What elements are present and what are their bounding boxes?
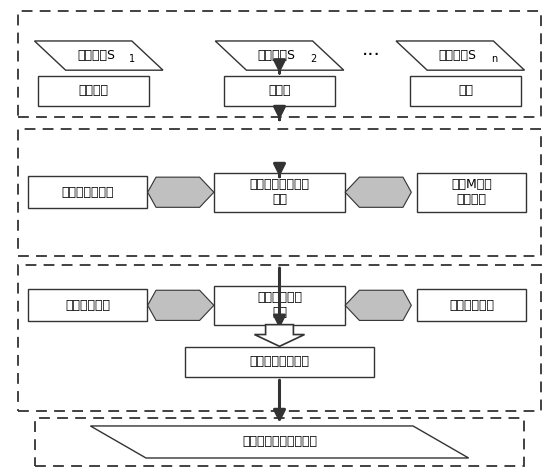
FancyBboxPatch shape <box>417 289 525 321</box>
Text: 尺度差异不确定性
描述: 尺度差异不确定性 描述 <box>249 178 310 206</box>
Polygon shape <box>91 426 468 458</box>
FancyBboxPatch shape <box>28 176 148 208</box>
FancyBboxPatch shape <box>185 346 374 377</box>
Bar <box>18 128 541 256</box>
Text: 高时空分辨率定量产品: 高时空分辨率定量产品 <box>242 436 317 448</box>
Text: 时空融合模型
构建: 时空融合模型 构建 <box>257 292 302 319</box>
FancyBboxPatch shape <box>224 76 335 106</box>
Bar <box>18 265 541 411</box>
Text: 传感器辐射关联: 传感器辐射关联 <box>61 186 114 199</box>
Polygon shape <box>396 41 524 70</box>
Polygon shape <box>148 177 214 207</box>
Text: 定量产品S: 定量产品S <box>77 49 115 62</box>
Text: ···: ··· <box>362 46 381 65</box>
Text: 1: 1 <box>129 55 135 64</box>
Text: 变分框架迭代求解: 变分框架迭代求解 <box>249 356 310 368</box>
Text: 几何配准: 几何配准 <box>78 84 108 98</box>
FancyBboxPatch shape <box>28 289 148 321</box>
Text: n: n <box>491 55 497 64</box>
Bar <box>18 11 541 117</box>
Polygon shape <box>254 325 305 346</box>
FancyBboxPatch shape <box>410 76 522 106</box>
FancyBboxPatch shape <box>214 173 345 211</box>
Polygon shape <box>215 41 344 70</box>
Bar <box>35 419 524 465</box>
FancyBboxPatch shape <box>37 76 149 106</box>
FancyBboxPatch shape <box>417 173 525 211</box>
Text: 构造权重函数: 构造权重函数 <box>449 299 494 312</box>
Text: 定量产品S: 定量产品S <box>258 49 296 62</box>
Text: 筛选相似像元: 筛选相似像元 <box>65 299 110 312</box>
Text: 重采样: 重采样 <box>268 84 291 98</box>
Text: 2: 2 <box>310 55 316 64</box>
Polygon shape <box>345 290 411 320</box>
Polygon shape <box>35 41 163 70</box>
Polygon shape <box>148 290 214 320</box>
FancyBboxPatch shape <box>214 286 345 325</box>
Text: 分类: 分类 <box>458 84 473 98</box>
Text: 定量产品S: 定量产品S <box>438 49 476 62</box>
Text: 基于M估计
类内拟合: 基于M估计 类内拟合 <box>451 178 492 206</box>
Polygon shape <box>345 177 411 207</box>
